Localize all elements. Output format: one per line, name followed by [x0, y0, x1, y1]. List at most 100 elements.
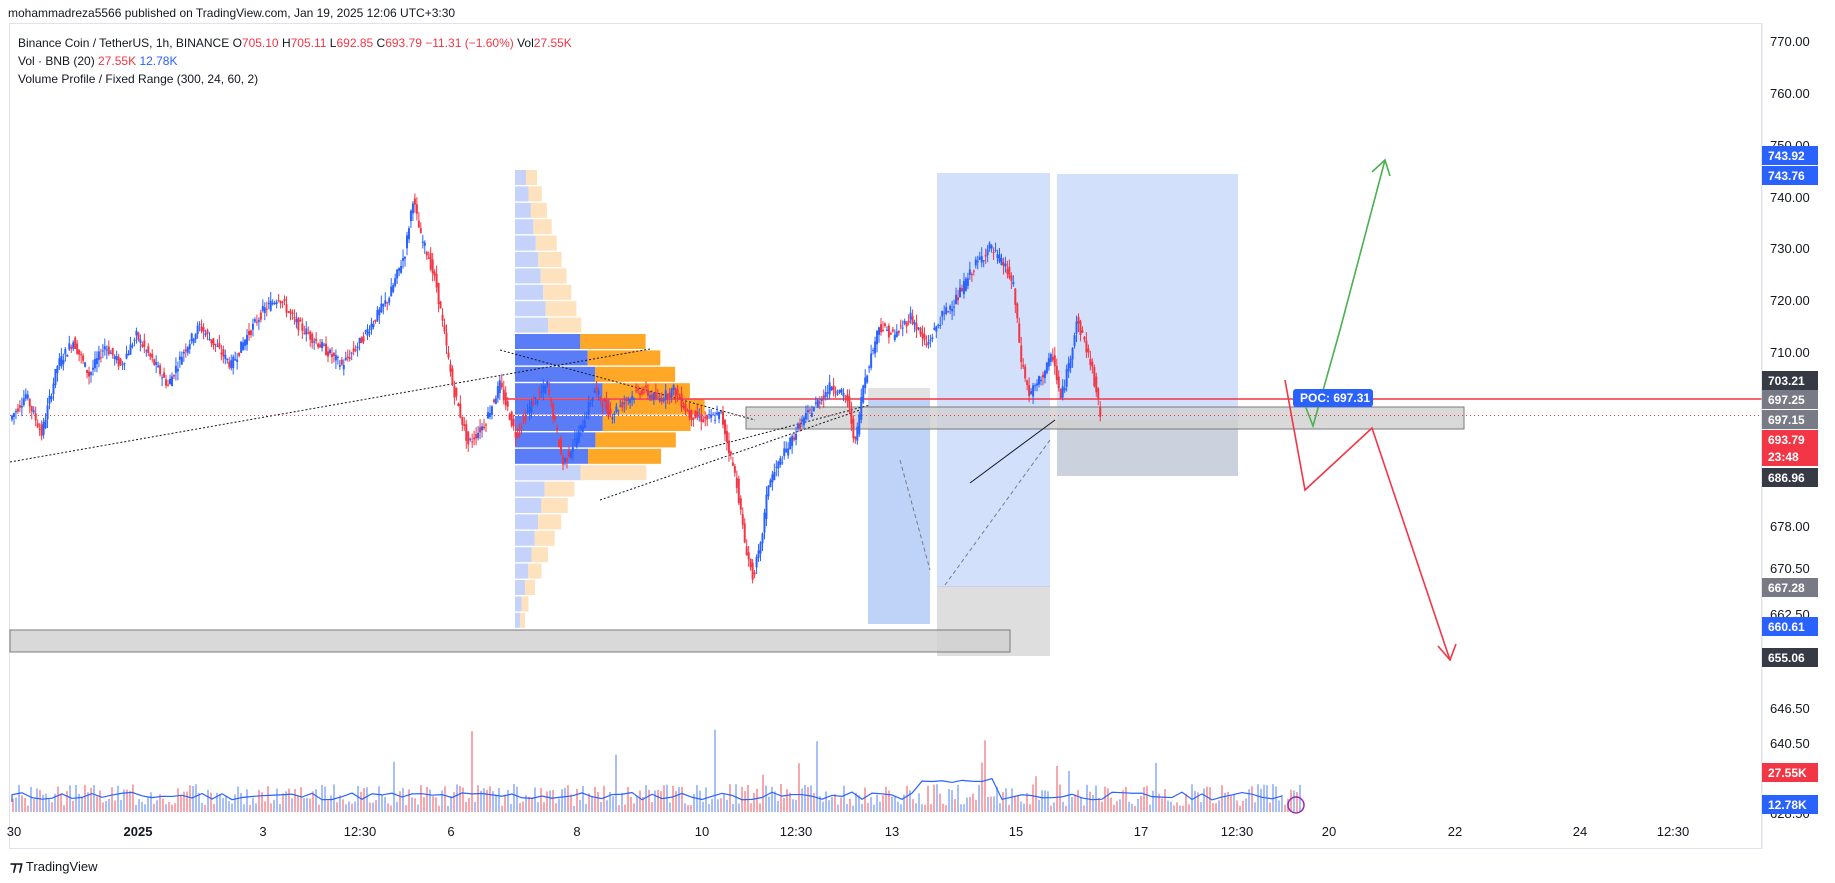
candle-body	[966, 278, 969, 286]
volume-bar	[105, 800, 107, 812]
candle-body	[88, 371, 91, 377]
candle-body	[512, 418, 515, 427]
volume-profile-name[interactable]: Volume Profile / Fixed Range (300, 24, 6…	[18, 72, 259, 86]
profile-down-bar	[538, 514, 562, 530]
price-tag-box	[1762, 371, 1818, 390]
volume-bar	[231, 803, 233, 812]
candle-body	[325, 343, 328, 356]
volume-indicator-name[interactable]: Vol · BNB (20)	[18, 54, 95, 68]
volume-bar	[567, 785, 569, 812]
volume-bar	[1062, 801, 1064, 812]
volume-bar	[87, 792, 89, 812]
volume-bar	[831, 796, 833, 812]
candle-body	[978, 257, 981, 260]
volume-bar	[486, 789, 488, 812]
volume-bar	[1125, 786, 1127, 812]
candle-body	[1041, 374, 1044, 378]
candle-body	[174, 365, 177, 373]
volume-bar	[912, 799, 914, 812]
volume-bar	[549, 790, 551, 812]
price-tag-label: 693.79	[1768, 433, 1805, 447]
candle-body	[1012, 281, 1015, 285]
candle-body	[161, 377, 164, 379]
dashed-line	[899, 459, 931, 571]
volume-bar	[444, 786, 446, 812]
candle-body	[1095, 376, 1098, 393]
volume-bar	[672, 785, 674, 812]
volume-bar	[24, 798, 26, 812]
candle-body	[74, 337, 77, 349]
candle-body	[704, 416, 707, 419]
profile-down-bar	[548, 317, 582, 333]
volume-bar	[1107, 788, 1109, 812]
candle-body	[937, 324, 940, 326]
volume-bar	[771, 786, 773, 812]
volume-bar	[363, 788, 365, 812]
volume-bar	[747, 784, 749, 812]
volume-bar	[900, 804, 902, 812]
symbol-name[interactable]: Binance Coin / TetherUS, 1h, BINANCE	[18, 36, 230, 50]
profile-up-bar	[515, 432, 596, 448]
candle-body	[407, 228, 410, 240]
candle-body	[307, 332, 310, 334]
profile-down-bar	[520, 612, 525, 628]
volume-bar	[81, 797, 83, 812]
volume-bar	[417, 804, 419, 812]
volume-bar	[612, 796, 614, 812]
volume-profile-row: Volume Profile / Fixed Range (300, 24, 6…	[18, 70, 572, 88]
candle-body	[974, 259, 977, 266]
candle-body	[216, 345, 219, 347]
candle-body	[139, 339, 142, 343]
volume-bar	[234, 794, 236, 812]
candle-body	[558, 439, 561, 448]
time-tick-label: 2025	[124, 824, 153, 839]
candle-body	[218, 343, 221, 348]
profile-down-bar	[588, 448, 662, 464]
volume-bar	[1212, 803, 1214, 812]
volume-bar	[183, 791, 185, 812]
profile-up-bar	[515, 350, 588, 366]
volume-bar	[915, 803, 917, 812]
volume-bar	[381, 795, 383, 812]
volume-bar	[684, 803, 686, 812]
candle-body	[522, 418, 525, 420]
volume-bar	[1149, 804, 1151, 812]
volume-bar	[1191, 784, 1193, 812]
profile-down-bar	[534, 530, 555, 546]
candle-body	[526, 411, 529, 413]
candle-body	[881, 329, 884, 331]
candle-body	[212, 338, 215, 346]
candle-body	[50, 396, 53, 400]
volume-bar	[1236, 800, 1238, 812]
volume-bar	[1122, 790, 1124, 812]
candle-body	[641, 390, 644, 394]
candle-body	[196, 325, 199, 335]
volume-bar	[726, 799, 728, 812]
candle-body	[998, 254, 1001, 262]
candle-body	[828, 382, 831, 395]
volume-bar	[618, 805, 620, 812]
candle-body	[528, 406, 531, 413]
volume-bar	[873, 804, 875, 812]
price-tag-box	[1762, 468, 1818, 487]
volume-bar	[987, 796, 989, 812]
candle-body	[402, 257, 405, 261]
volume-bar	[735, 784, 737, 812]
candle-body	[921, 332, 924, 338]
time-tick-label: 12:30	[1657, 824, 1690, 839]
price-tag-label: 697.15	[1768, 413, 1805, 427]
volume-bar	[690, 805, 692, 812]
profile-down-bar	[595, 432, 676, 448]
price-tick-label: 730.00	[1770, 241, 1810, 256]
footer-brand[interactable]: ⁊⁊ TradingView	[10, 858, 97, 875]
candle-body	[625, 398, 628, 402]
volume-bar	[1296, 791, 1298, 812]
bearish-arrow-head	[1437, 643, 1457, 662]
profile-down-bar	[533, 219, 552, 235]
candle-body	[960, 288, 963, 292]
volume-bar	[57, 786, 59, 812]
candle-body	[465, 424, 468, 441]
candle-body	[927, 341, 930, 345]
volume-bar	[984, 740, 986, 812]
